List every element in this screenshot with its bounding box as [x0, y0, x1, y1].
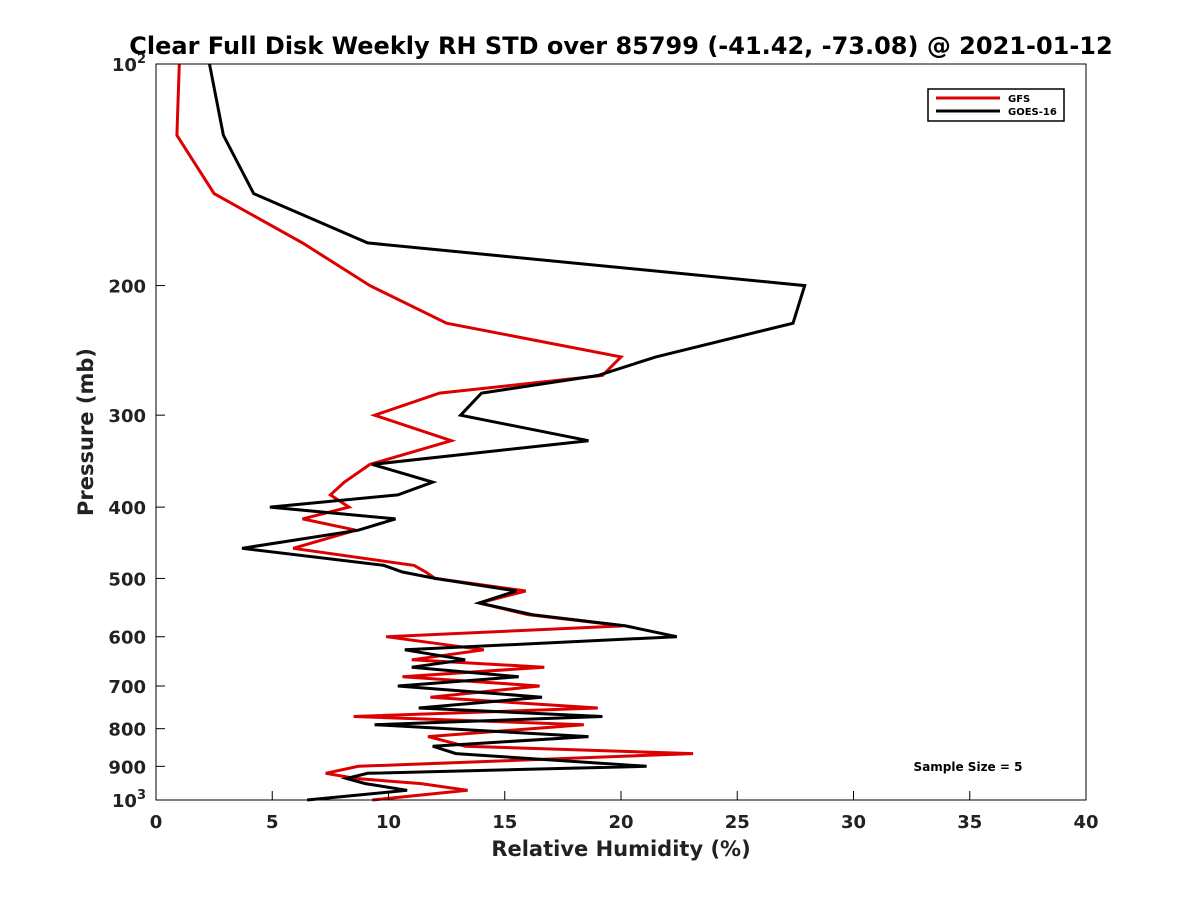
- y-tick-label: 900: [108, 757, 146, 778]
- series-layer: [175, 63, 807, 802]
- y-tick-label: 500: [108, 569, 146, 590]
- legend-entry-label: GOES-16: [1008, 107, 1057, 118]
- y-axis-ticks: 102 200 300 400 500 600 700 800 900 103: [108, 52, 165, 812]
- y-tick-label: 300: [108, 406, 146, 427]
- y-tick-label: 800: [108, 720, 146, 741]
- y-tick-label: 200: [108, 277, 146, 298]
- legend-box: [927, 88, 1065, 122]
- sample-size-annotation: Sample Size = 5: [914, 760, 1023, 774]
- y-tick-label: 102: [112, 52, 146, 76]
- series-line-goes-16: [208, 63, 807, 802]
- legend-entry-label: GFS: [1008, 94, 1030, 105]
- y-tick-label: 600: [108, 628, 146, 649]
- y-axis-label: Pressure (mb): [74, 348, 98, 516]
- x-tick-label: 0: [150, 812, 163, 833]
- x-tick-label: 20: [608, 812, 633, 833]
- legend: GFS GOES-16: [927, 88, 1065, 122]
- x-tick-label: 15: [492, 812, 517, 833]
- x-tick-label: 30: [841, 812, 866, 833]
- y-tick-label: 400: [108, 498, 146, 519]
- x-tick-label: 40: [1073, 812, 1098, 833]
- x-tick-label: 10: [376, 812, 401, 833]
- chart-title: Clear Full Disk Weekly RH STD over 85799…: [129, 32, 1112, 60]
- x-tick-label: 5: [266, 812, 279, 833]
- y-tick-label: 103: [112, 788, 146, 812]
- x-axis-ticks: 0 5 10 15 20 25 30 35 40: [150, 791, 1099, 833]
- y-tick-label: 700: [108, 677, 146, 698]
- x-tick-label: 35: [957, 812, 982, 833]
- x-tick-label: 25: [725, 812, 750, 833]
- x-axis-label: Relative Humidity (%): [491, 837, 750, 861]
